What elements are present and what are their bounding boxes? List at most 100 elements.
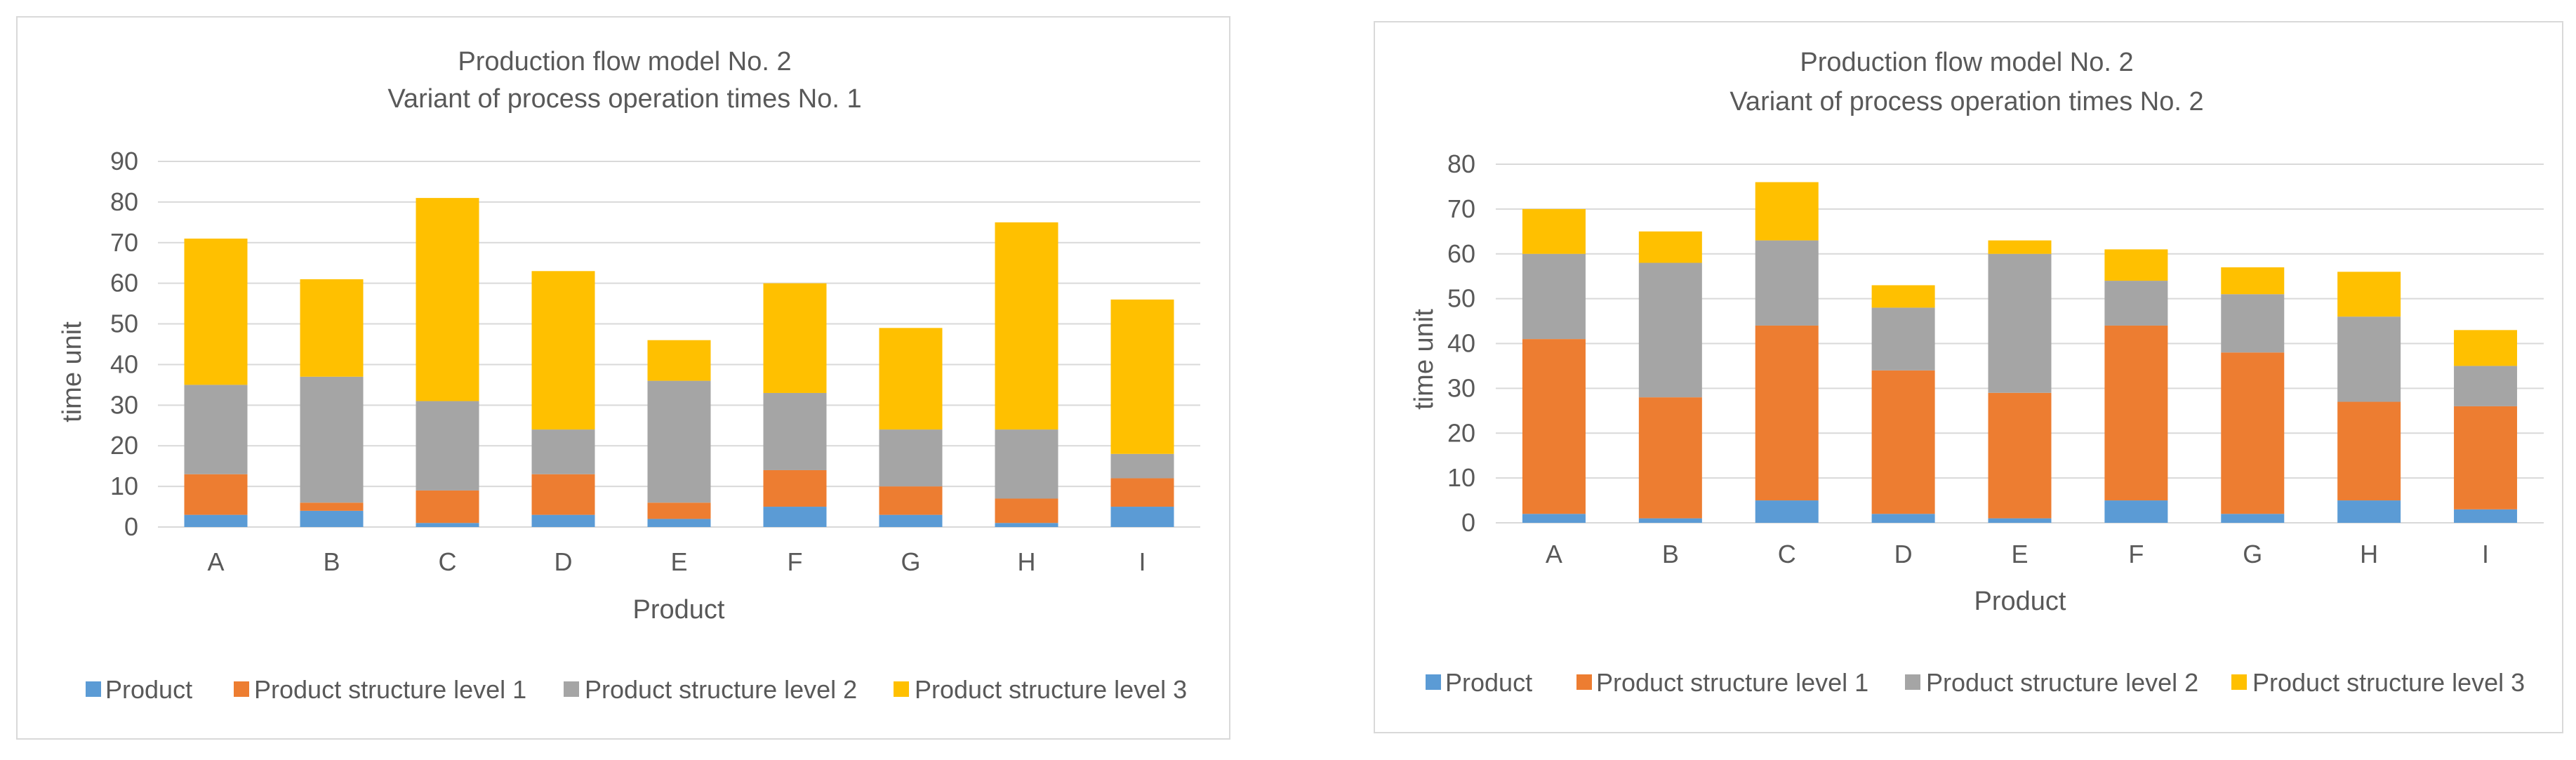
chart-2-title-line-2: Variant of process operation times No. 2 xyxy=(1729,87,2203,116)
chart-2-bar-A-level3 xyxy=(1522,208,1586,254)
chart-1-legend-label: Product structure level 2 xyxy=(585,675,857,704)
chart-2-bar-E-product xyxy=(1988,518,2052,523)
chart-1-bar-D-level1 xyxy=(531,474,595,515)
chart-1-x-tick-label: E xyxy=(670,547,687,576)
chart-2-bar-G-product xyxy=(2221,514,2285,523)
chart-1-x-tick-label: H xyxy=(1018,547,1036,576)
chart-2-x-tick-label: C xyxy=(1778,540,1796,568)
chart-1-y-tick-label: 50 xyxy=(110,309,138,338)
chart-1-x-tick-label: G xyxy=(901,547,920,576)
chart-panel-2: Production flow model No. 2 Variant of p… xyxy=(1374,21,2563,733)
chart-2-bar-B-level1 xyxy=(1638,397,1702,519)
chart-1-bar-C-level3 xyxy=(416,198,479,401)
chart-1-bar-G-level2 xyxy=(879,429,943,487)
chart-1-bar-B-level1 xyxy=(300,502,364,511)
chart-1-x-tick-label: I xyxy=(1138,547,1146,576)
chart-2-bar-B-product xyxy=(1638,518,1702,523)
chart-1-bar-H-level3 xyxy=(995,222,1058,430)
chart-2-legend-swatch-level3 xyxy=(2231,674,2247,690)
chart-2-bar-H-level3 xyxy=(2337,272,2401,317)
chart-2-y-tick-label: 30 xyxy=(1447,373,1475,402)
chart-1-bar-E-level3 xyxy=(647,340,711,381)
chart-2-bar-I-level1 xyxy=(2454,406,2518,509)
chart-1-y-tick-label: 80 xyxy=(110,187,138,216)
chart-panel-1: Production flow model No. 2 Variant of p… xyxy=(16,16,1230,740)
chart-1-bar-G-level3 xyxy=(879,328,943,430)
chart-2-svg: Production flow model No. 2 Variant of p… xyxy=(1409,48,2544,697)
chart-1-bar-H-product xyxy=(995,523,1058,527)
chart-2-x-tick-label: A xyxy=(1546,540,1562,568)
chart-2-bar-G-level2 xyxy=(2221,294,2285,353)
chart-2-bar-C-level1 xyxy=(1755,325,1819,501)
chart-2-bar-A-level2 xyxy=(1522,253,1586,340)
chart-1-legend-swatch-product xyxy=(86,681,101,697)
chart-2-y-tick-label: 70 xyxy=(1447,194,1475,223)
chart-1-bar-C-product xyxy=(416,523,479,527)
chart-1-bar-A-level3 xyxy=(184,238,248,385)
chart-1-bar-D-level3 xyxy=(531,271,595,430)
chart-1-bar-F-level2 xyxy=(763,392,827,470)
chart-2-y-tick-label: 80 xyxy=(1447,149,1475,178)
chart-2-bar-E-level1 xyxy=(1988,392,2052,519)
chart-2-bar-G-level3 xyxy=(2221,267,2285,295)
chart-1-bar-G-level1 xyxy=(879,486,943,515)
chart-2-x-tick-label: B xyxy=(1662,540,1679,568)
chart-2-bar-D-product xyxy=(1871,514,1935,523)
chart-2-y-tick-label: 20 xyxy=(1447,418,1475,447)
chart-1-y-tick-label: 40 xyxy=(110,349,138,378)
chart-1-bar-A-level1 xyxy=(184,474,248,515)
chart-1-bar-I-product xyxy=(1110,507,1174,527)
chart-1-x-axis-title: Product xyxy=(633,595,725,625)
chart-2-y-tick-label: 60 xyxy=(1447,239,1475,268)
chart-2-bar-H-level1 xyxy=(2337,401,2401,501)
chart-2-bar-F-level2 xyxy=(2104,281,2168,326)
chart-1-legend-swatch-level1 xyxy=(234,681,249,697)
chart-1-x-tick-label: C xyxy=(439,547,457,576)
chart-1-x-tick-label: B xyxy=(323,547,340,576)
chart-1-bar-C-level2 xyxy=(416,401,479,491)
chart-2-bar-D-level2 xyxy=(1871,307,1935,371)
chart-1-bar-D-level2 xyxy=(531,429,595,474)
chart-2-bar-I-product xyxy=(2454,509,2518,523)
chart-1-legend-swatch-level2 xyxy=(564,681,579,697)
chart-2-bar-H-product xyxy=(2337,500,2401,523)
chart-1-y-tick-label: 0 xyxy=(124,512,138,541)
chart-2-x-tick-label: E xyxy=(2011,540,2028,568)
chart-1-bar-F-level3 xyxy=(763,283,827,393)
chart-2-bar-A-level1 xyxy=(1522,339,1586,514)
chart-1-svg: Production flow model No. 2 Variant of p… xyxy=(58,47,1200,704)
chart-1-bar-A-product xyxy=(184,514,248,527)
chart-2-bar-F-level3 xyxy=(2104,249,2168,281)
chart-2-y-axis-title: time unit xyxy=(1409,309,1439,410)
chart-1-legend-label: Product structure level 3 xyxy=(915,675,1187,704)
chart-1-bar-I-level3 xyxy=(1110,299,1174,454)
chart-2-bar-A-product xyxy=(1522,514,1586,523)
chart-1-title-line-2: Variant of process operation times No. 1 xyxy=(387,84,861,114)
chart-2-y-tick-label: 0 xyxy=(1461,508,1475,537)
chart-1-bar-H-level2 xyxy=(995,429,1058,499)
chart-2-bar-C-level3 xyxy=(1755,182,1819,241)
chart-2-x-tick-label: G xyxy=(2243,540,2262,568)
chart-1-bar-E-product xyxy=(647,519,711,527)
chart-1-y-axis-title: time unit xyxy=(58,321,87,422)
chart-2-bar-F-product xyxy=(2104,500,2168,523)
chart-2-title-line-1: Production flow model No. 2 xyxy=(1800,48,2133,77)
chart-2-bar-C-level2 xyxy=(1755,240,1819,326)
chart-2-bar-C-product xyxy=(1755,500,1819,523)
chart-2-bar-H-level2 xyxy=(2337,316,2401,402)
chart-2-y-tick-label: 40 xyxy=(1447,329,1475,358)
chart-1-bar-F-product xyxy=(763,507,827,527)
chart-1-bar-B-level3 xyxy=(300,279,364,377)
chart-2-bar-F-level1 xyxy=(2104,325,2168,501)
chart-1-y-tick-label: 90 xyxy=(110,147,138,175)
chart-1-y-tick-label: 20 xyxy=(110,431,138,460)
chart-2-legend-swatch-product xyxy=(1426,674,1441,690)
chart-2-bar-B-level2 xyxy=(1638,262,1702,398)
chart-2-legend-swatch-level1 xyxy=(1576,674,1592,690)
chart-1-y-tick-label: 60 xyxy=(110,269,138,298)
chart-2-x-tick-label: D xyxy=(1894,540,1913,568)
chart-2-legend-label: Product structure level 3 xyxy=(2252,668,2525,697)
chart-2-legend-label: Product structure level 1 xyxy=(1596,668,1868,697)
chart-2-bar-I-level2 xyxy=(2454,366,2518,406)
chart-1-x-tick-label: A xyxy=(207,547,224,576)
